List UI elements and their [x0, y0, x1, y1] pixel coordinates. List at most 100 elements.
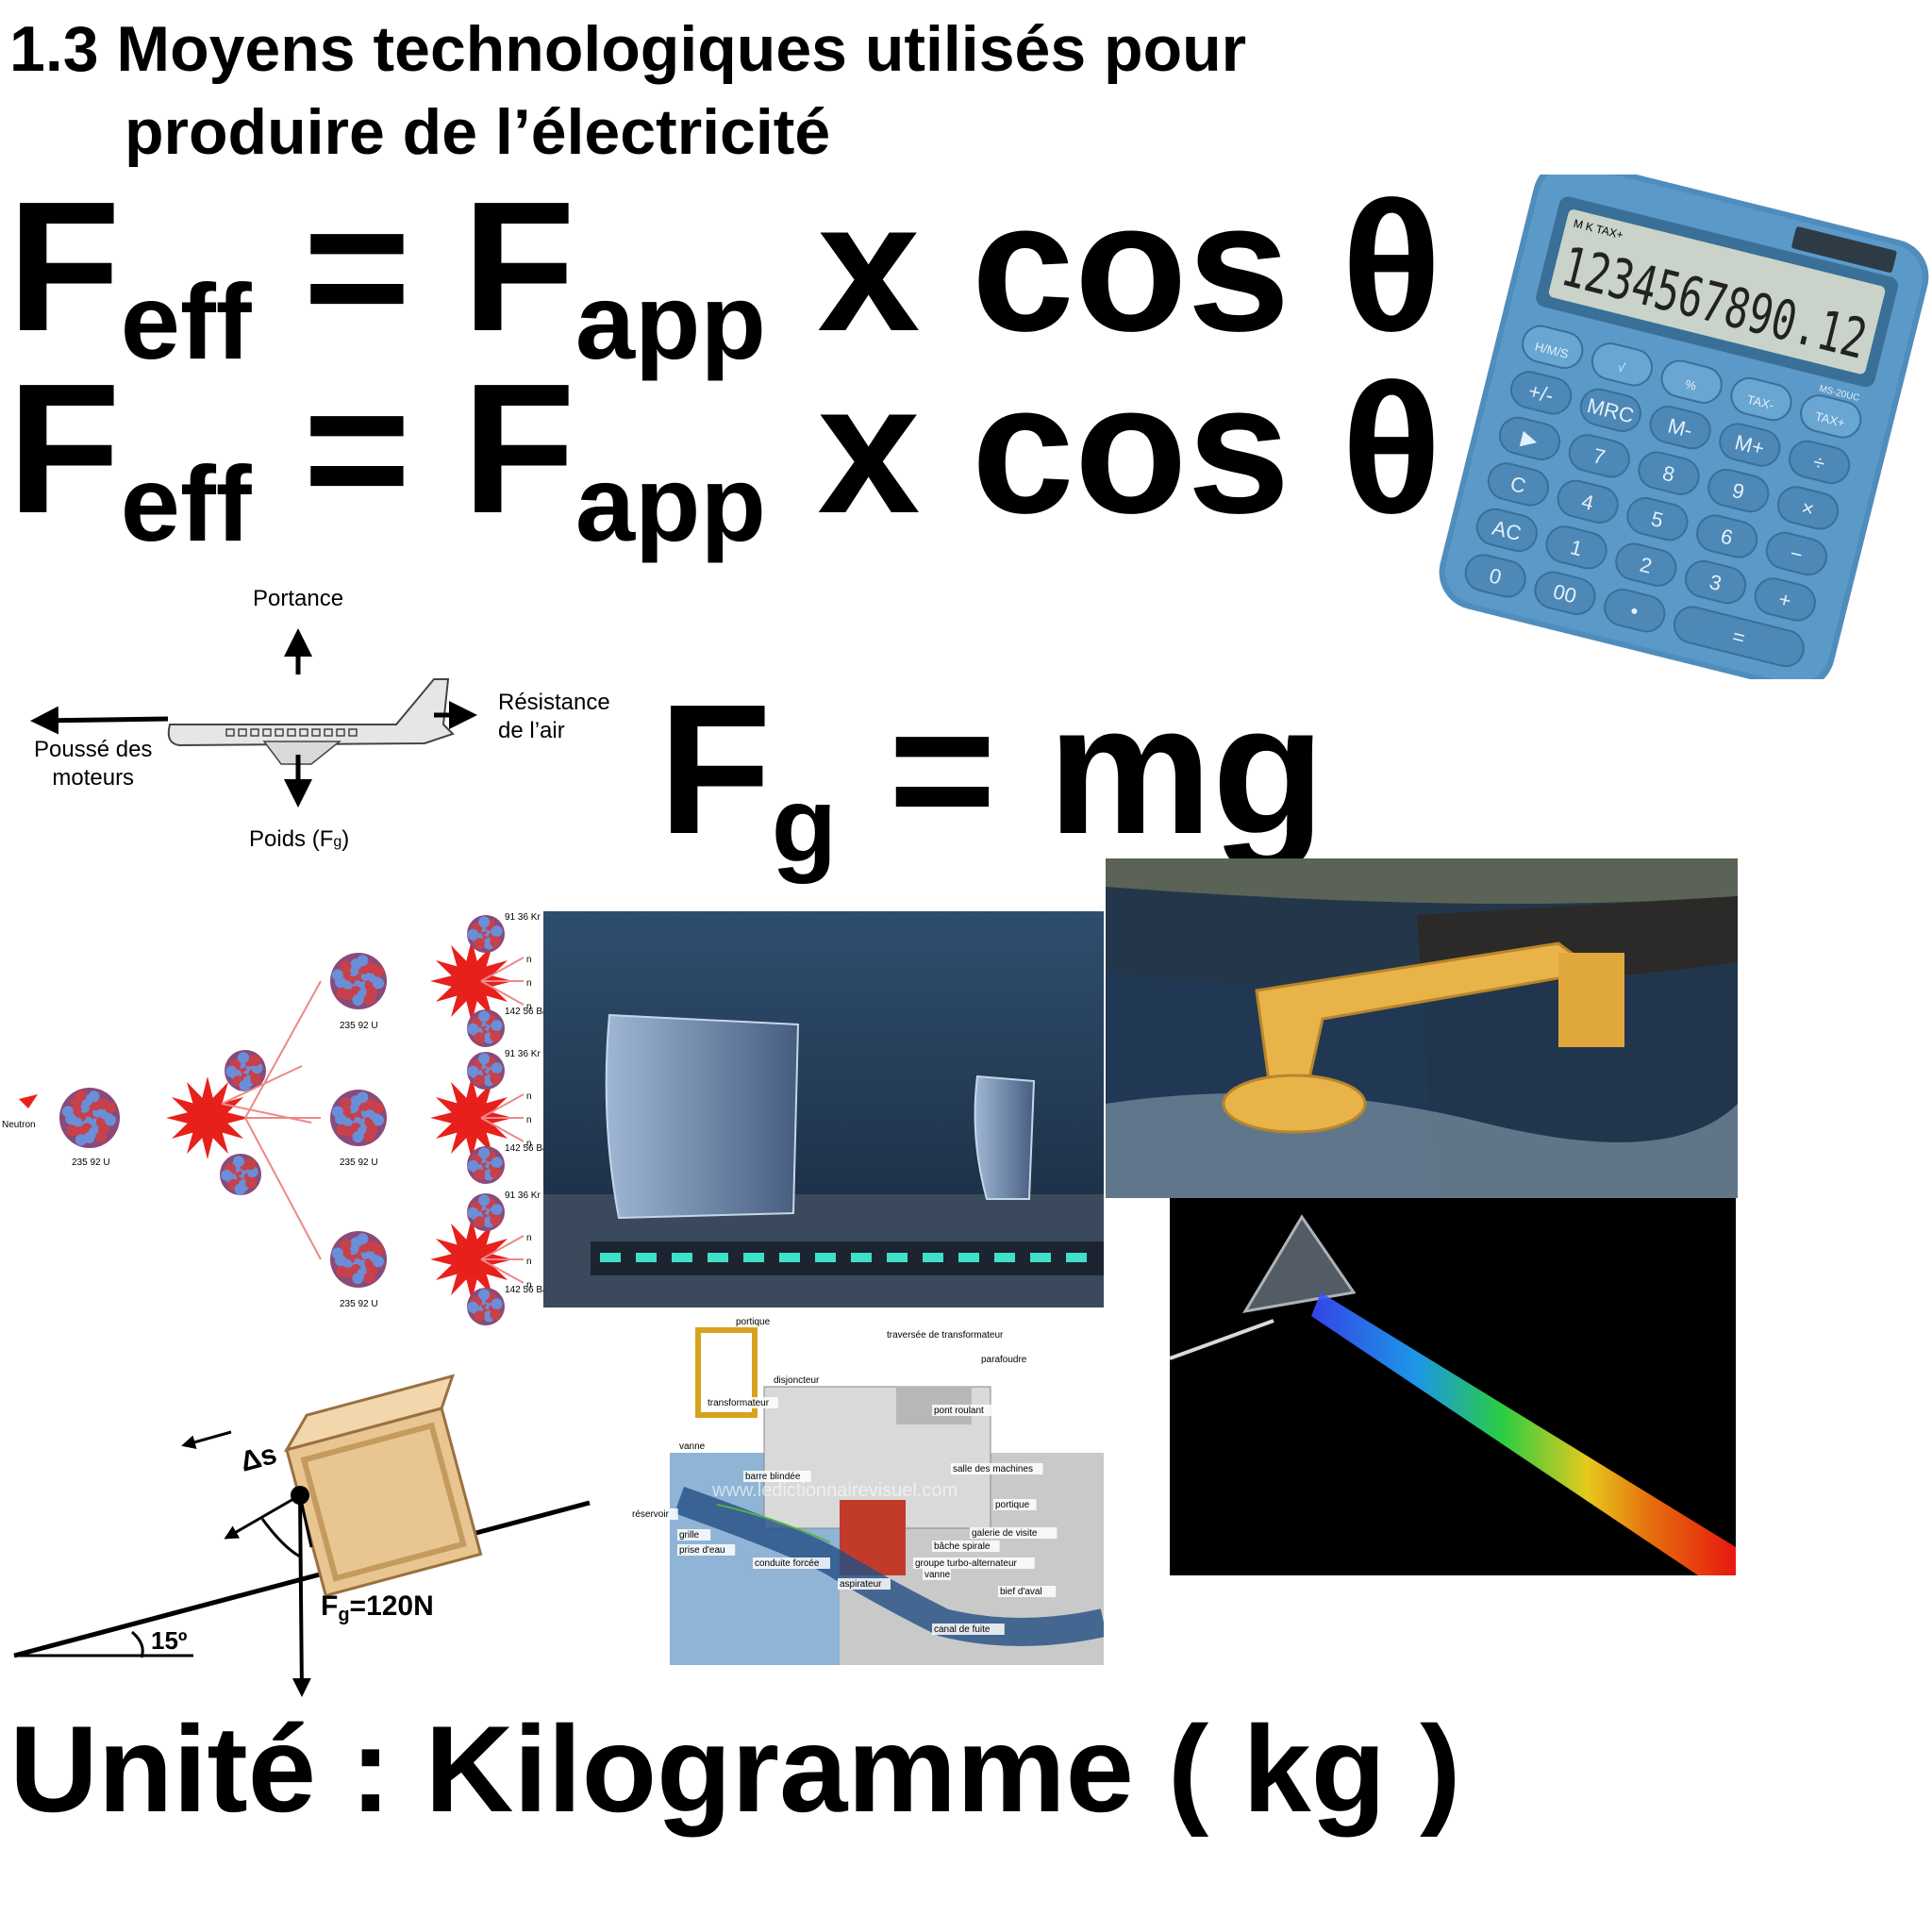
cable-dash — [600, 1253, 621, 1262]
cable-dash — [815, 1253, 836, 1262]
cable-dash — [958, 1253, 979, 1262]
cable-dash — [636, 1253, 657, 1262]
uranium-nucleus — [330, 953, 387, 1009]
neutron-ray — [480, 1258, 525, 1284]
calculator-image: M K TAX+ 1234567890.12 MS-20UC H/M/S√%TA… — [1439, 175, 1929, 679]
calculator-key — [1754, 577, 1816, 622]
formula-rest: x cos θ — [817, 345, 1441, 552]
gravity-force-value: =120N — [350, 1591, 434, 1622]
hydro-label: prise d'eau — [679, 1545, 725, 1556]
calculator-key-label: = — [1730, 625, 1748, 650]
airplane-window — [299, 728, 308, 737]
incident-light-ray — [1170, 1319, 1274, 1360]
hydro-label: réservoir — [632, 1509, 670, 1520]
airplane-window — [250, 728, 259, 737]
formula-rest: x cos θ — [817, 163, 1441, 370]
formula-effective-force-2: Feff = Fapp x cos θ — [8, 357, 1441, 558]
calculator-key — [1579, 388, 1641, 432]
calculator-key — [1522, 325, 1584, 370]
formula-rest: = mg — [888, 666, 1325, 873]
cable-dash — [779, 1253, 800, 1262]
calculator-key — [1626, 497, 1689, 541]
uranium-label: 235 92 U — [340, 1158, 378, 1168]
airplane-window — [348, 728, 358, 737]
calculator-display — [1548, 209, 1886, 375]
tidal-turbine-image — [543, 911, 1104, 1307]
uranium-label: 235 92 U — [340, 1021, 378, 1031]
formula-symbol: F — [8, 163, 121, 370]
lift-label: Portance — [253, 586, 344, 611]
parallel-component-arrow — [224, 1493, 301, 1540]
calculator-key — [1730, 376, 1792, 422]
hydro-label: aspirateur — [840, 1579, 882, 1590]
calculator-key — [1615, 542, 1677, 587]
calculator-key — [1788, 440, 1851, 485]
calculator-key — [1464, 554, 1526, 598]
krypton-nucleus — [467, 1052, 505, 1090]
cable-dash — [887, 1253, 908, 1262]
airplane-window — [324, 728, 333, 737]
hydro-label: parafoudre — [981, 1355, 1027, 1365]
uranium-nucleus — [330, 1090, 387, 1146]
calculator-key — [1776, 486, 1840, 530]
calculator-key-label: C — [1508, 472, 1529, 498]
drag-label-line-2: de l’air — [498, 718, 565, 743]
formula-subscript: app — [575, 261, 766, 382]
formula-symbol: F — [462, 345, 575, 552]
cable-dash — [851, 1253, 872, 1262]
krypton-nucleus — [467, 915, 505, 953]
calculator-key-label: ▶ — [1519, 425, 1541, 452]
calculator-key — [1475, 508, 1538, 553]
airplane-diagram — [167, 678, 455, 765]
hydro-label: barre blindée — [745, 1472, 801, 1482]
calculator-key-label: √ — [1616, 360, 1626, 375]
uranium-nucleus — [59, 1088, 120, 1148]
calculator-key — [1545, 525, 1607, 570]
neutron-ray — [480, 1117, 525, 1142]
calculator-key — [1557, 479, 1619, 524]
krypton-nucleus — [467, 1193, 505, 1231]
fission-burst — [430, 1218, 513, 1301]
cable-dash — [743, 1253, 764, 1262]
hydro-label: traversée de transformateur — [887, 1330, 1004, 1341]
gravity-force-arrow — [291, 1494, 311, 1697]
formula-equals: = — [303, 345, 411, 552]
hydro-watermark: www.ledictionnairevisuel.com — [711, 1480, 958, 1501]
calculator-key — [1638, 451, 1700, 495]
hydro-label: pont roulant — [934, 1406, 984, 1416]
crate-icon — [283, 1374, 483, 1598]
force-origin-dot — [291, 1486, 309, 1505]
airplane-force-arrows — [30, 628, 477, 808]
uranium-label: 235 92 U — [72, 1158, 110, 1168]
calculator-key-label: 6 — [1719, 524, 1736, 549]
neutron-ray — [244, 1117, 322, 1260]
neutron-icon — [19, 1094, 38, 1108]
calculator-key — [1591, 342, 1654, 387]
neutron-n-label: n — [526, 1257, 532, 1267]
hydro-label: bief d'aval — [1000, 1587, 1042, 1597]
uranium-label: 235 92 U — [340, 1299, 378, 1309]
calculator-key-label: + — [1776, 587, 1794, 612]
displacement-arrow — [181, 1430, 232, 1449]
formula-gravity: Fg = mg — [658, 677, 1325, 878]
fission-burst — [430, 1076, 513, 1159]
calculator-key — [1487, 462, 1550, 507]
prism-dispersion-image — [1170, 1198, 1736, 1575]
slide-title: 1.3 Moyens technologiques utilisés pour … — [9, 8, 1246, 174]
calculator-key-label: 4 — [1579, 490, 1596, 515]
krypton-label: 91 36 Kr — [505, 1049, 541, 1059]
hydro-label: groupe turbo-alternateur — [915, 1558, 1018, 1569]
spectrum-beam — [1311, 1292, 1736, 1575]
calculator-key-label: × — [1799, 495, 1817, 521]
neutron-ray — [480, 1235, 525, 1260]
neutron-n-label: n — [526, 1091, 532, 1102]
calculator-key-label: 9 — [1730, 478, 1747, 504]
barium-label: 142 56 Ba — [505, 1143, 547, 1154]
neutron-ray — [244, 980, 322, 1119]
hydro-label: vanne — [924, 1570, 951, 1580]
drag-label: Résistance de l’air — [498, 689, 610, 745]
hydro-label: galerie de visite — [972, 1528, 1038, 1539]
hydro-label: portique — [995, 1500, 1030, 1510]
title-line-1: 1.3 Moyens technologiques utilisés pour — [9, 13, 1247, 85]
calculator-key-label: +/- — [1526, 379, 1557, 408]
